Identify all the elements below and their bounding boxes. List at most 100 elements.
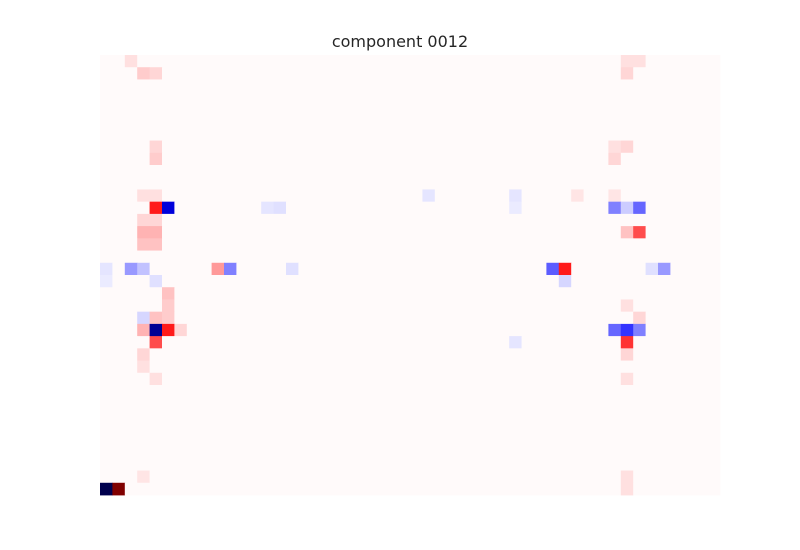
heatmap-cell: [670, 140, 684, 154]
heatmap-cell: [546, 116, 560, 129]
heatmap-cell: [670, 336, 684, 349]
heatmap-cell: [286, 103, 299, 117]
heatmap-cell: [596, 128, 609, 141]
heatmap-cell: [199, 409, 212, 423]
heatmap-cell: [571, 397, 584, 410]
heatmap-cell: [447, 397, 460, 410]
heatmap-cell: [608, 458, 622, 471]
heatmap-cell: [310, 116, 324, 129]
heatmap-cell: [149, 165, 163, 178]
heatmap-cell: [137, 55, 150, 68]
heatmap-cell: [707, 116, 721, 129]
heatmap-cell: [298, 177, 312, 190]
heatmap-cell: [124, 482, 138, 496]
heatmap-cell: [620, 372, 634, 386]
heatmap-cell: [310, 67, 324, 80]
heatmap-cell: [335, 152, 349, 166]
heatmap-cell: [496, 103, 510, 117]
heatmap-cell: [273, 397, 287, 410]
heatmap-cell: [224, 275, 237, 288]
heatmap-cell: [211, 201, 225, 215]
heatmap-cell: [286, 458, 299, 471]
heatmap-cell: [186, 433, 200, 447]
heatmap-cell: [298, 348, 312, 361]
heatmap-cell: [224, 323, 237, 337]
heatmap-cell: [149, 177, 163, 190]
heatmap-cell: [496, 262, 510, 276]
heatmap-cell: [534, 397, 547, 410]
heatmap-cell: [149, 238, 163, 251]
heatmap-cell: [484, 262, 498, 276]
heatmap-cell: [707, 201, 721, 215]
heatmap-cell: [558, 385, 572, 398]
heatmap-cell: [633, 311, 646, 325]
heatmap-cell: [509, 397, 522, 410]
heatmap-cell: [174, 482, 188, 496]
heatmap-cell: [149, 446, 163, 459]
heatmap-cell: [236, 397, 250, 410]
heatmap-cell: [434, 446, 448, 459]
heatmap-cell: [620, 140, 634, 154]
heatmap-cell: [137, 397, 150, 410]
heatmap-cell: [682, 250, 696, 264]
heatmap-cell: [484, 397, 498, 410]
heatmap-cell: [496, 323, 510, 337]
heatmap-cell: [459, 103, 473, 117]
heatmap-cell: [174, 446, 188, 459]
heatmap-cell: [323, 67, 336, 80]
heatmap-cell: [472, 189, 485, 203]
heatmap-cell: [137, 177, 150, 190]
heatmap-cell: [658, 385, 671, 398]
heatmap-cell: [211, 287, 225, 300]
heatmap-cell: [124, 397, 138, 410]
heatmap-cell: [199, 311, 212, 325]
heatmap-cell: [397, 189, 411, 203]
heatmap-cell: [124, 103, 138, 117]
heatmap-cell: [410, 177, 423, 190]
heatmap-cell: [335, 397, 349, 410]
heatmap-cell: [112, 226, 126, 239]
heatmap-cell: [149, 299, 163, 313]
heatmap-cell: [620, 311, 634, 325]
heatmap-cell: [286, 409, 299, 423]
heatmap-cell: [447, 262, 460, 276]
heatmap-cell: [397, 116, 411, 129]
heatmap-cell: [509, 250, 522, 264]
heatmap-cell: [645, 336, 659, 349]
heatmap-cell: [310, 446, 324, 459]
heatmap-cell: [658, 250, 671, 264]
heatmap-cell: [608, 128, 622, 141]
heatmap-cell: [211, 385, 225, 398]
heatmap-cell: [484, 360, 498, 374]
heatmap-cell: [186, 275, 200, 288]
heatmap-cell: [472, 299, 485, 313]
heatmap-cell: [608, 213, 622, 227]
heatmap-cell: [620, 385, 634, 398]
heatmap-cell: [496, 67, 510, 80]
heatmap-cell: [472, 433, 485, 447]
heatmap-cell: [273, 177, 287, 190]
heatmap-cell: [236, 275, 250, 288]
heatmap-cell: [571, 55, 584, 68]
heatmap-cell: [360, 287, 374, 300]
heatmap-cell: [335, 348, 349, 361]
heatmap-cell: [620, 152, 634, 166]
heatmap-cell: [695, 275, 708, 288]
heatmap-cell: [695, 201, 708, 215]
heatmap-cell: [397, 311, 411, 325]
heatmap-cell: [509, 67, 522, 80]
heatmap-cell: [224, 79, 237, 93]
heatmap-cell: [372, 55, 386, 68]
heatmap-cell: [199, 79, 212, 93]
heatmap-cell: [434, 103, 448, 117]
heatmap-cell: [273, 311, 287, 325]
heatmap-cell: [571, 372, 584, 386]
heatmap-cell: [546, 433, 560, 447]
heatmap-cell: [397, 140, 411, 154]
heatmap-cell: [620, 189, 634, 203]
heatmap-cell: [459, 348, 473, 361]
heatmap-cell: [310, 152, 324, 166]
heatmap-cell: [558, 189, 572, 203]
heatmap-cell: [100, 152, 113, 166]
heatmap-cell: [472, 372, 485, 386]
